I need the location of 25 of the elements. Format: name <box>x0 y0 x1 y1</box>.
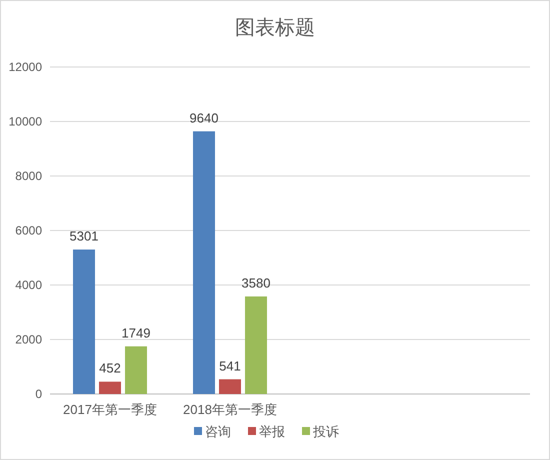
data-label: 9640 <box>190 110 218 126</box>
data-label: 1749 <box>122 325 150 340</box>
y-tick-label: 10000 <box>8 114 42 128</box>
data-label: 541 <box>219 358 241 374</box>
bar <box>193 131 215 394</box>
bar <box>245 296 267 394</box>
bar <box>73 250 95 394</box>
y-tick-label: 2000 <box>15 332 42 346</box>
y-tick-label: 0 <box>35 387 42 401</box>
bar <box>99 382 121 394</box>
data-label: 5301 <box>70 228 98 244</box>
y-tick-label: 12000 <box>8 60 42 74</box>
data-label: 3580 <box>242 275 270 290</box>
y-tick-label: 6000 <box>15 224 42 238</box>
y-tick-label: 8000 <box>15 169 42 183</box>
data-label: 452 <box>99 360 121 376</box>
legend-label: 举报 <box>259 424 285 439</box>
legend-label: 投诉 <box>312 424 339 439</box>
chart-title: 图表标题 <box>235 17 315 39</box>
bar <box>219 379 241 394</box>
x-tick-label: 2017年第一季度 <box>63 402 157 417</box>
bar <box>125 346 147 394</box>
y-tick-label: 4000 <box>15 278 42 292</box>
legend-label: 咨询 <box>205 424 231 439</box>
x-tick-label: 2018年第一季度 <box>183 402 277 417</box>
